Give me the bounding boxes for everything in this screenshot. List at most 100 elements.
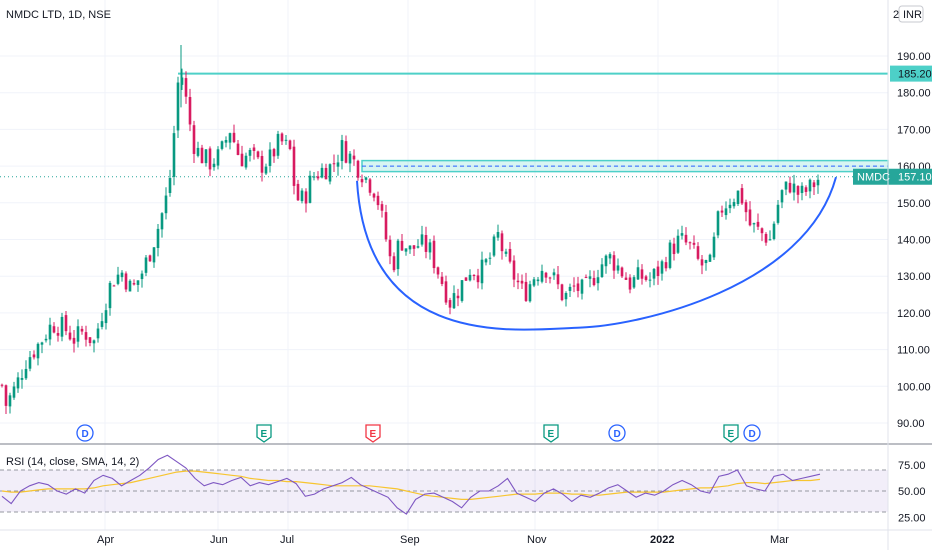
candle-body[interactable] — [32, 354, 36, 358]
candle-body[interactable] — [752, 223, 756, 225]
event-marker-earnings-miss[interactable]: E — [365, 424, 381, 443]
candle-body[interactable] — [256, 151, 260, 158]
candle-body[interactable] — [72, 337, 76, 344]
candle-body[interactable] — [364, 177, 368, 180]
candle-body[interactable] — [604, 255, 608, 267]
candle-body[interactable] — [720, 210, 724, 213]
candle-body[interactable] — [484, 259, 488, 263]
candle-body[interactable] — [524, 281, 528, 301]
candle-body[interactable] — [648, 279, 652, 281]
candle-body[interactable] — [292, 146, 296, 186]
candle-body[interactable] — [80, 328, 84, 332]
candle-body[interactable] — [180, 77, 184, 85]
currency-badge[interactable]: INR — [898, 5, 924, 23]
candle-body[interactable] — [732, 202, 736, 207]
candle-body[interactable] — [680, 233, 684, 236]
event-marker-dividend[interactable]: D — [608, 424, 626, 442]
candle-body[interactable] — [96, 328, 100, 339]
candle-body[interactable] — [88, 337, 92, 343]
candle-body[interactable] — [344, 141, 348, 163]
candle-body[interactable] — [684, 234, 688, 243]
candle-body[interactable] — [356, 160, 360, 178]
candle-body[interactable] — [296, 183, 300, 201]
candle-body[interactable] — [156, 228, 160, 249]
candle-body[interactable] — [792, 183, 796, 193]
event-marker-dividend[interactable]: D — [76, 424, 94, 442]
candle-body[interactable] — [708, 254, 712, 262]
candle-body[interactable] — [568, 286, 572, 291]
candle-body[interactable] — [368, 179, 372, 193]
candle-body[interactable] — [108, 282, 112, 309]
candle-body[interactable] — [308, 175, 312, 203]
candle-body[interactable] — [232, 132, 236, 143]
candle-body[interactable] — [252, 147, 256, 151]
candle-body[interactable] — [376, 195, 380, 206]
candle-body[interactable] — [744, 202, 748, 213]
candle-body[interactable] — [212, 163, 216, 168]
event-marker-earnings[interactable]: E — [256, 424, 272, 443]
candle-body[interactable] — [236, 143, 240, 155]
candle-body[interactable] — [612, 255, 616, 271]
candle-body[interactable] — [740, 188, 744, 204]
candle-body[interactable] — [68, 332, 72, 340]
candle-body[interactable] — [596, 277, 600, 284]
candle-body[interactable] — [676, 235, 680, 253]
candle-body[interactable] — [700, 259, 704, 266]
candle-body[interactable] — [804, 187, 808, 192]
candle-body[interactable] — [668, 242, 672, 268]
candle-body[interactable] — [384, 212, 388, 240]
candle-body[interactable] — [580, 279, 584, 294]
price-axis[interactable]: 90.00 100.00 110.00 120.00 130.00 140.00 150.0… — [897, 51, 931, 430]
candle-body[interactable] — [504, 251, 508, 254]
candle-body[interactable] — [788, 182, 792, 193]
candle-body[interactable] — [224, 140, 228, 143]
dividend-icon[interactable] — [743, 424, 761, 442]
candle-body[interactable] — [168, 178, 172, 193]
candle-body[interactable] — [672, 243, 676, 255]
candle-body[interactable] — [136, 280, 140, 285]
candle-body[interactable] — [348, 153, 352, 164]
candle-body[interactable] — [464, 277, 468, 281]
candle-body[interactable] — [500, 233, 504, 252]
candle-body[interactable] — [300, 190, 304, 202]
candle-body[interactable] — [444, 281, 448, 303]
candle-body[interactable] — [56, 333, 60, 336]
candle-body[interactable] — [340, 140, 344, 162]
candle-body[interactable] — [800, 185, 804, 194]
candle-body[interactable] — [144, 257, 148, 273]
candle-body[interactable] — [204, 149, 208, 164]
candle-body[interactable] — [276, 133, 280, 156]
candle-body[interactable] — [536, 279, 540, 282]
candle-body[interactable] — [716, 211, 720, 236]
candle-body[interactable] — [496, 231, 500, 238]
candle-body[interactable] — [616, 265, 620, 271]
candle-body[interactable] — [420, 234, 424, 245]
candle-body[interactable] — [216, 149, 220, 166]
candle-body[interactable] — [16, 377, 20, 389]
candle-body[interactable] — [92, 340, 96, 344]
candle-body[interactable] — [8, 395, 12, 407]
candle-body[interactable] — [480, 259, 484, 284]
candle-body[interactable] — [288, 140, 292, 149]
candle-body[interactable] — [724, 208, 728, 216]
dividend-icon[interactable] — [76, 424, 94, 442]
candle-body[interactable] — [100, 321, 104, 327]
candle-body[interactable] — [264, 166, 268, 174]
candle-body[interactable] — [4, 385, 8, 406]
candle-body[interactable] — [248, 149, 252, 156]
candle-body[interactable] — [284, 139, 288, 141]
candle-body[interactable] — [468, 274, 472, 281]
candle-body[interactable] — [312, 176, 316, 178]
candle-body[interactable] — [784, 181, 788, 190]
neckline-zone[interactable] — [361, 159, 889, 173]
candle-body[interactable] — [132, 283, 136, 285]
candle-body[interactable] — [764, 233, 768, 243]
candle-body[interactable] — [576, 283, 580, 291]
candle-body[interactable] — [44, 338, 48, 341]
candle-body[interactable] — [812, 182, 816, 188]
candle-body[interactable] — [544, 272, 548, 278]
candle-body[interactable] — [192, 125, 196, 154]
candle-body[interactable] — [756, 221, 760, 227]
candle-body[interactable] — [508, 248, 512, 262]
earnings-icon[interactable] — [723, 424, 739, 443]
